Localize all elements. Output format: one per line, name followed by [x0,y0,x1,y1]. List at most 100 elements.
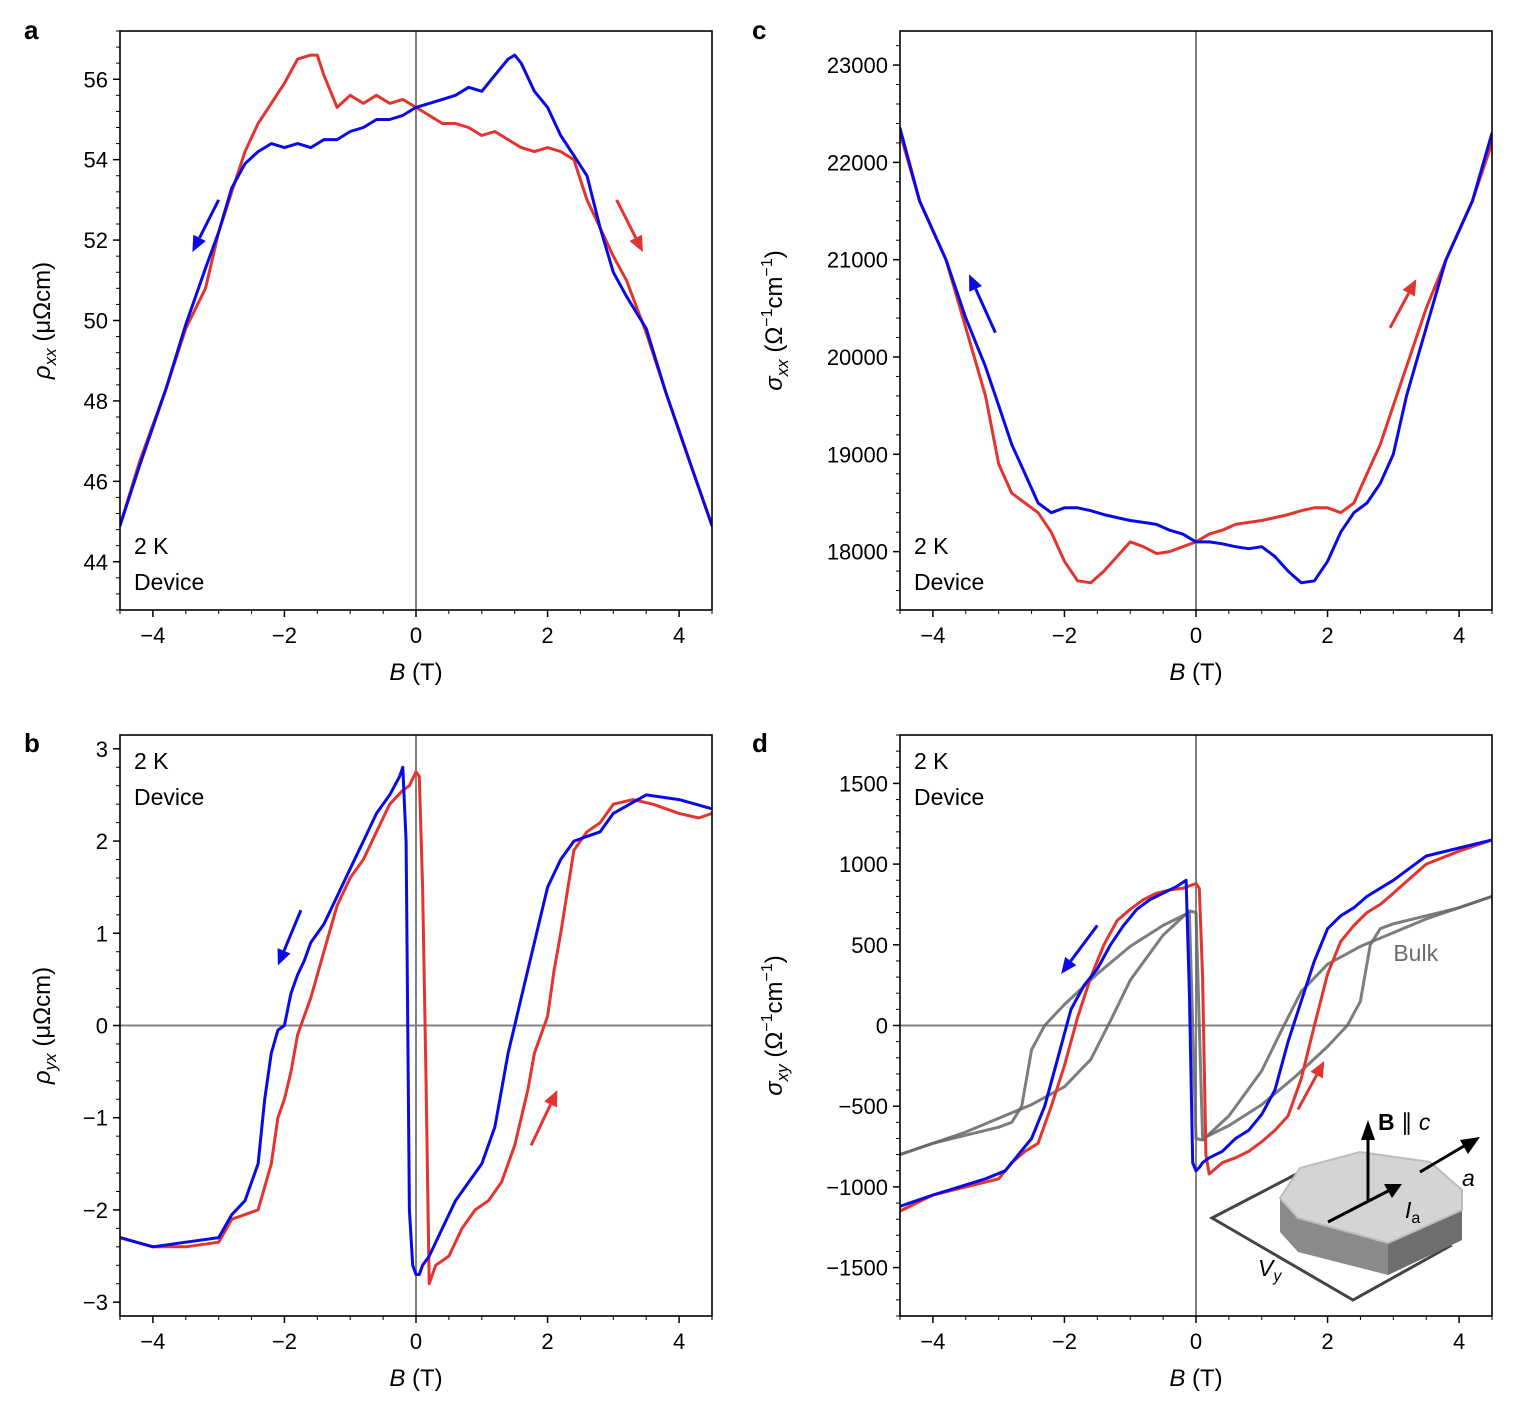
series-bulk-up [900,894,1492,1157]
panel-c: c −4 −2 0 2 4 18000 19000 20000 21000 22000 23000 B … [752,15,1493,686]
y-axis-label: ρxx (μΩcm) [29,262,60,380]
y-tick-label: −3 [83,1290,108,1315]
current-label: Ia [1405,1197,1420,1227]
y-tick-label: 0 [96,1014,108,1039]
temperature-label: 2 K [134,533,169,559]
y-axis-label: σxx (Ω−1cm−1) [759,250,792,391]
a-axis-arrowhead [1460,1137,1480,1154]
y-axis-label: σxy (Ω−1cm−1) [759,955,792,1096]
sweep-arrow-up [1296,1061,1325,1111]
sweep-arrow-down [1061,924,1099,974]
y-tick-label: −1 [83,1106,108,1131]
temperature-label: 2 K [914,533,949,559]
y-tick-label: 54 [84,148,108,173]
series-sweep-up [120,53,712,528]
x-tick-label: 0 [1190,1329,1202,1354]
series-sweep-down [120,765,712,1276]
sample-label: Device [134,784,204,810]
y-tick-label: −1500 [826,1256,888,1281]
series-sweep-up [900,838,1492,1213]
x-tick-label: 2 [1321,1329,1333,1354]
y-tick-label: 1500 [839,771,888,796]
x-tick-label: 2 [541,623,553,648]
x-tick-label: 0 [1190,623,1202,648]
series-bulk-down [900,894,1492,1157]
x-tick-label: 4 [673,1329,685,1354]
x-tick-label: −2 [1052,1329,1077,1354]
sweep-arrow-up [615,199,643,253]
y-tick-label: 50 [84,309,108,334]
current-arrow [1327,1188,1391,1224]
sweep-arrow-down [192,199,221,253]
y-tick-label: 44 [84,550,108,575]
y-tick-label: −2 [83,1198,108,1223]
y-tick-label: 2 [96,829,108,854]
sweep-arrow-down [277,909,303,966]
y-axis-label: ρyx (μΩcm) [29,967,60,1085]
y-tick-label: 56 [84,67,108,92]
series-sweep-up [120,770,712,1286]
y-tick-label: 48 [84,389,108,414]
y-tick-label: 18000 [827,540,888,565]
crystal-side-dark [1388,1210,1462,1275]
sample-label: Device [134,569,204,595]
y-tick-label: −500 [838,1094,888,1119]
x-tick-label: 0 [410,623,422,648]
panel-letter: b [24,728,40,758]
series-group [120,53,712,528]
crystal-top [1278,1150,1463,1245]
x-tick-label: 4 [673,623,685,648]
y-tick-label: 22000 [827,150,888,175]
x-tick-label: −2 [272,623,297,648]
y-tick-label: 21000 [827,248,888,273]
sweep-arrow-up [529,1090,558,1147]
x-tick-label: −2 [272,1329,297,1354]
x-tick-label: 4 [1453,623,1465,648]
panel-letter: d [752,728,768,758]
series-group [900,126,1492,585]
y-tick-label: 1 [96,921,108,946]
panel-b: b −4 −2 0 2 4 −3 −2 −1 0 1 2 3 B (T) ρyx (μΩcm) 2 K Devi… [24,728,713,1392]
panel-letter: a [24,15,39,45]
field-arrowhead [1361,1120,1375,1140]
sweep-arrow-down [969,274,997,334]
y-tick-label: 20000 [827,345,888,370]
y-tick-label: 0 [876,1014,888,1039]
current-arrowhead [1384,1184,1402,1198]
x-tick-label: 2 [541,1329,553,1354]
series-group [900,838,1492,1213]
panel-letter: c [752,15,766,45]
x-tick-label: 4 [1453,1329,1465,1354]
y-tick-label: 46 [84,469,108,494]
x-axis-label: B (T) [1169,659,1222,686]
y-tick-label: 500 [851,933,888,958]
temperature-label: 2 K [134,748,169,774]
y-tick-label: −1000 [826,1175,888,1200]
x-tick-label: −4 [140,1329,165,1354]
y-tick-label: 23000 [827,53,888,78]
series-sweep-down [120,53,712,528]
bulk-label: Bulk [1393,940,1438,966]
x-axis-label: B (T) [389,1365,442,1392]
series-group [120,765,712,1286]
y-tick-label: 19000 [827,442,888,467]
series-sweep-down [900,126,1492,585]
voltage-label: Vy [1258,1255,1282,1285]
x-axis-label: B (T) [1169,1365,1222,1392]
sweep-arrow-up [1388,279,1417,329]
x-tick-label: 0 [410,1329,422,1354]
x-tick-label: −4 [140,623,165,648]
temperature-label: 2 K [914,748,949,774]
y-tick-label: 3 [96,737,108,762]
panel-d: d −4 −2 0 2 4 −1500 −1000 −500 0 500 1000 1500 B (T) σ… [752,728,1493,1392]
device-inset: B ∥ c a Ia Vy [1208,1109,1480,1302]
sample-label: Device [914,784,984,810]
x-tick-label: −4 [920,623,945,648]
field-label: B ∥ c [1378,1109,1431,1135]
y-tick-label: 1000 [839,852,888,877]
a-axis-label: a [1462,1165,1475,1191]
series-sweep-down [900,838,1492,1208]
x-axis-label: B (T) [389,659,442,686]
